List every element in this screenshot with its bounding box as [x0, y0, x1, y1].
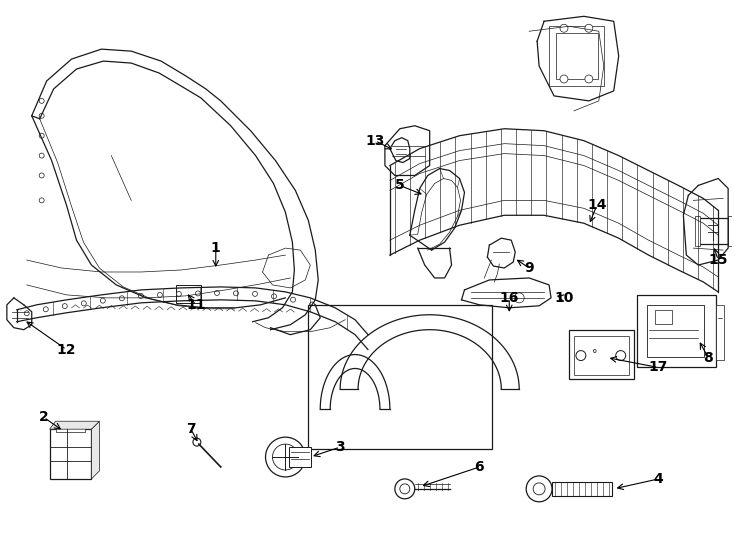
Circle shape [39, 173, 44, 178]
Text: 5: 5 [395, 178, 404, 192]
Circle shape [266, 437, 305, 477]
Bar [636, 295, 716, 367]
Circle shape [24, 311, 29, 316]
Circle shape [39, 198, 44, 203]
Circle shape [43, 307, 48, 312]
Text: 9: 9 [524, 261, 534, 275]
Circle shape [616, 350, 625, 361]
Bar [647, 305, 704, 356]
Polygon shape [50, 421, 99, 429]
Circle shape [195, 291, 200, 296]
Bar [556, 33, 597, 79]
Bar [655, 310, 672, 323]
Text: 4: 4 [653, 472, 664, 486]
Circle shape [39, 113, 44, 118]
Circle shape [291, 297, 296, 302]
Circle shape [400, 484, 410, 494]
Circle shape [585, 75, 593, 83]
Bar [728, 217, 732, 246]
Circle shape [139, 293, 143, 299]
Circle shape [329, 309, 333, 315]
Polygon shape [92, 421, 99, 479]
Circle shape [272, 294, 277, 299]
Circle shape [272, 444, 298, 470]
Circle shape [395, 479, 415, 499]
Circle shape [252, 292, 258, 296]
Bar [552, 482, 611, 496]
Bar [569, 330, 633, 380]
Circle shape [310, 302, 315, 307]
Circle shape [120, 296, 124, 301]
Text: 1: 1 [211, 241, 221, 255]
Text: 11: 11 [186, 298, 206, 312]
Circle shape [39, 98, 44, 103]
Text: 8: 8 [703, 350, 713, 365]
Circle shape [348, 320, 352, 325]
Text: 15: 15 [708, 253, 728, 267]
Text: 14: 14 [587, 198, 606, 212]
Text: 12: 12 [57, 342, 76, 356]
Bar [574, 336, 628, 375]
Text: 16: 16 [500, 291, 519, 305]
Text: 6: 6 [475, 460, 484, 474]
Circle shape [39, 133, 44, 138]
Circle shape [214, 291, 219, 295]
Text: °: ° [592, 349, 597, 360]
Circle shape [560, 24, 568, 32]
Bar [56, 424, 85, 432]
Circle shape [81, 301, 87, 306]
Circle shape [101, 298, 105, 303]
Circle shape [176, 292, 181, 296]
Circle shape [585, 24, 593, 32]
Text: 2: 2 [39, 410, 48, 424]
Text: 13: 13 [366, 134, 385, 147]
Bar [695, 217, 700, 246]
Bar [289, 447, 311, 467]
Bar [308, 305, 493, 449]
Circle shape [233, 291, 239, 296]
Bar [698, 218, 728, 244]
Bar [716, 305, 724, 360]
Circle shape [576, 350, 586, 361]
Circle shape [560, 75, 568, 83]
Circle shape [62, 303, 68, 308]
Text: 7: 7 [186, 422, 196, 436]
Circle shape [157, 293, 162, 298]
Bar [176, 285, 201, 303]
Text: 17: 17 [649, 361, 668, 375]
Circle shape [39, 153, 44, 158]
Bar [50, 429, 92, 479]
Circle shape [526, 476, 552, 502]
Text: 3: 3 [335, 440, 345, 454]
Circle shape [533, 483, 545, 495]
Circle shape [193, 438, 201, 446]
Text: 10: 10 [554, 291, 574, 305]
Circle shape [515, 293, 524, 303]
Bar [549, 26, 604, 86]
